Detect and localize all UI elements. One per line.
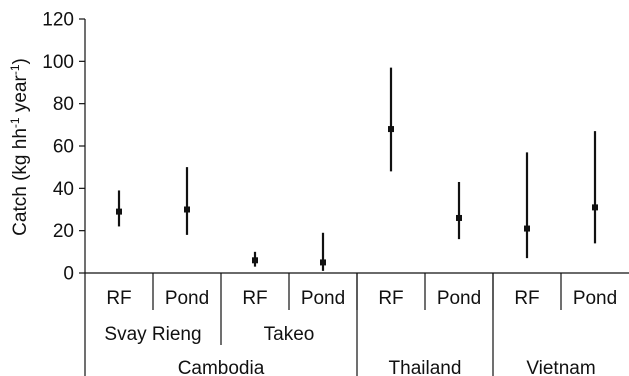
y-axis-label-close: ) [10,58,31,64]
category-label: Pond [573,288,617,309]
subgroup-label: Svay Rieng [104,324,201,345]
mean-point [388,126,394,133]
group-label: Cambodia [178,358,265,376]
y-axis-label-sup1: -1 [8,117,22,128]
y-axis-label-main: Catch (kg hh [10,128,31,236]
data-marks [116,67,598,271]
subgroup-label: Takeo [264,324,315,345]
group-label: Vietnam [526,358,595,376]
category-label: Pond [437,288,481,309]
category-axis: RF Pond RF Pond RF Pond RF Pond Svay Rieng Takeo C… [84,273,617,376]
mean-point [456,214,462,221]
mean-point [592,204,598,211]
axes: 0 20 40 60 80 100 120 [42,10,629,285]
y-tick-label: 60 [53,137,74,158]
y-tick-label: 100 [42,52,74,73]
category-label: RF [106,288,131,309]
category-label: Pond [301,288,345,309]
y-axis-label-mid: year [10,75,31,118]
y-tick-label: 20 [53,221,74,242]
category-label: RF [378,288,403,309]
mean-point [524,225,530,232]
y-axis-label: Catch (kg hh-1 year-1) [8,58,31,236]
category-label: RF [242,288,267,309]
category-label: Pond [165,288,209,309]
category-label: RF [514,288,539,309]
mean-point [116,208,122,215]
y-tick-label: 0 [63,264,74,285]
y-axis-label-sup2: -1 [8,64,22,75]
y-tick-label: 40 [53,179,74,200]
group-label: Thailand [389,358,462,376]
mean-point [184,206,190,213]
mean-point [320,259,326,266]
y-tick-label: 80 [53,94,74,115]
mean-point [252,257,258,264]
y-tick-label: 120 [42,10,74,31]
